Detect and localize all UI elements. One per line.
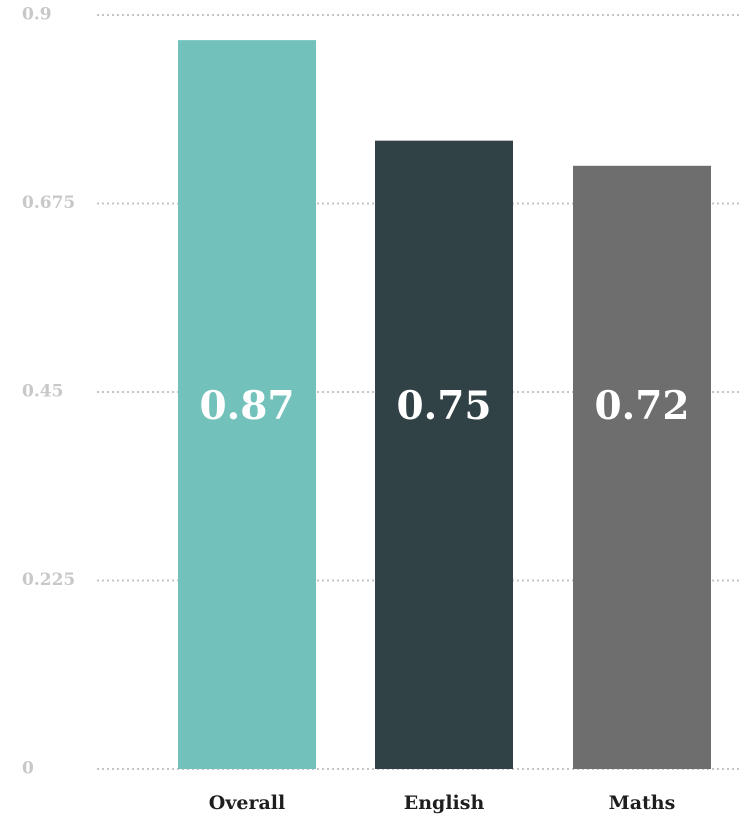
value-label: 0.87 [200,383,295,429]
category-label: English [404,792,485,814]
bar-maths [573,165,711,770]
bar-english [375,140,513,769]
bars [178,40,711,770]
value-label: 0.72 [595,383,690,429]
category-label: Maths [609,792,676,814]
y-tick-label: 0.9 [22,5,52,25]
y-tick-label: 0.675 [22,193,75,213]
y-tick-label: 0.45 [22,382,63,402]
value-label: 0.75 [397,383,492,429]
x-axis-category-labels: Overall English Maths [209,792,676,814]
bar-overall [178,40,316,769]
y-tick-label: 0.225 [22,570,75,590]
y-tick-label: 0 [22,759,34,779]
category-label: Overall [209,792,285,814]
y-axis-tick-labels: 0 0.225 0.45 0.675 0.9 [22,5,75,779]
value-labels: 0.87 0.75 0.72 [200,383,690,429]
